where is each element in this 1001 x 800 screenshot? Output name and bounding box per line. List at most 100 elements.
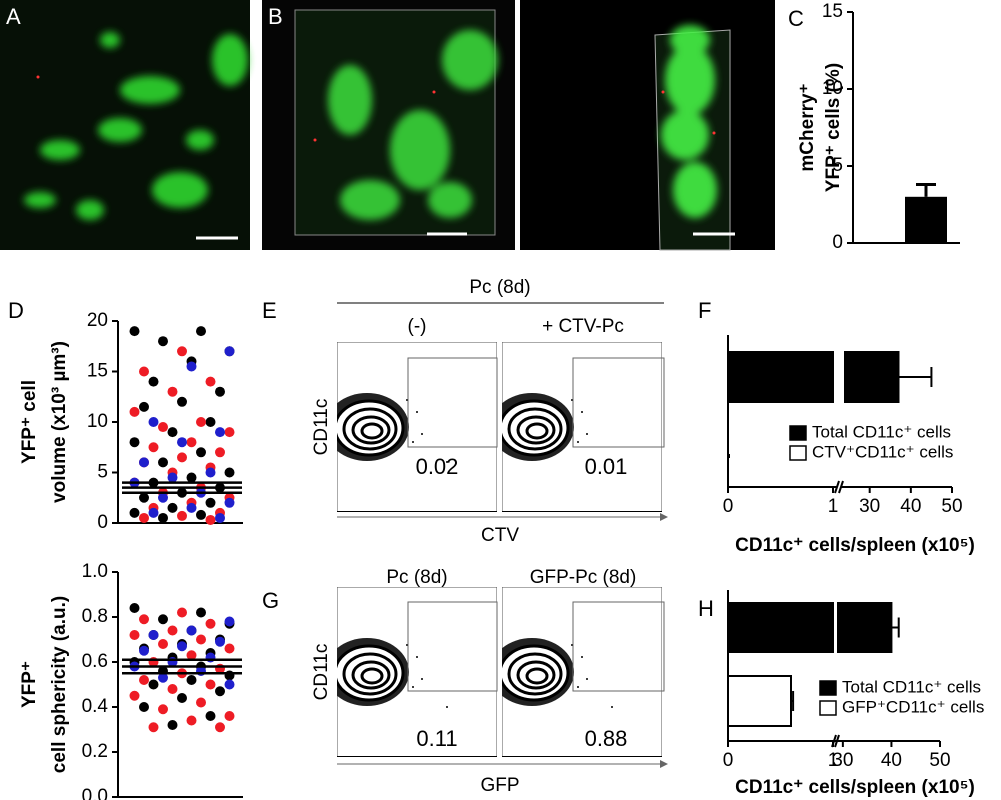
flow-header: Pc (8d) [469, 277, 530, 298]
x-tick-label: 50 [929, 750, 950, 771]
y-tick-label: 5 [832, 155, 843, 176]
dot [129, 507, 140, 518]
dot [186, 715, 197, 726]
dot [148, 507, 159, 518]
y-tick-label: 0.6 [82, 651, 108, 672]
dot [167, 502, 178, 513]
y-tick-label: 0.8 [82, 606, 108, 627]
dot [186, 650, 197, 661]
dot [129, 603, 140, 613]
flow-ylabel: CD11c [311, 399, 332, 456]
x-tick-label: 50 [941, 496, 962, 517]
bar [727, 675, 792, 727]
bar [837, 602, 893, 653]
y-tick-label: 0 [832, 232, 843, 253]
gate-value: 0.02 [416, 454, 459, 479]
y-axis-label: YFP⁺ [19, 661, 40, 708]
panel-label: D [8, 298, 24, 323]
legend-swatch [789, 445, 807, 461]
y-tick-label: 15 [822, 1, 843, 22]
panel-label: C [788, 6, 804, 31]
axis-break [838, 480, 844, 494]
y-tick-label: 0.2 [82, 741, 108, 762]
dot [129, 437, 140, 448]
dot [215, 686, 225, 697]
flow-xlabel: GFP [480, 775, 519, 796]
dot [186, 361, 197, 372]
dot [215, 386, 225, 397]
dot [196, 447, 206, 458]
panel-label: A [6, 4, 21, 29]
dot [139, 457, 149, 468]
x-tick-label: 40 [881, 750, 902, 771]
dot [129, 690, 140, 701]
y-tick-label: 1.0 [82, 561, 108, 582]
dot [139, 614, 149, 625]
dot [158, 672, 168, 683]
dot [139, 702, 149, 712]
dot [167, 684, 178, 694]
legend-swatch [789, 425, 807, 441]
y-tick-label: 15 [87, 361, 108, 382]
dot [215, 427, 225, 438]
x-tick-label: 0 [723, 496, 734, 517]
dot [177, 346, 187, 357]
dot [158, 457, 168, 468]
dot [177, 693, 187, 703]
panel-label: B [268, 4, 283, 29]
x-tick-label: 30 [832, 750, 853, 771]
dot [148, 376, 159, 387]
dot [167, 427, 178, 438]
dot [224, 467, 235, 478]
x-axis-label: CD11c⁺ cells/spleen (x10⁵) [735, 777, 975, 798]
dot [148, 417, 159, 427]
flow-title: (-) [408, 316, 427, 337]
dot [205, 514, 216, 525]
gate-value: 0.11 [416, 726, 457, 751]
y-tick-label: 10 [87, 411, 108, 432]
dot [158, 512, 168, 523]
dot [224, 427, 235, 438]
x-tick-label: 0 [723, 750, 734, 771]
dot [224, 679, 235, 690]
dot [177, 396, 187, 407]
dot [205, 618, 216, 629]
legend-label: CTV⁺CD11c⁺ cells [812, 442, 953, 461]
dot [148, 722, 159, 733]
flow-title: Pc (8d) [386, 567, 447, 588]
dot [177, 437, 187, 448]
dot [177, 510, 187, 521]
y-axis-label: cell sphericity (a.u.) [49, 596, 70, 773]
bar [727, 602, 834, 653]
dot [139, 675, 149, 685]
dot [186, 472, 197, 483]
dot [186, 625, 197, 636]
dot [167, 625, 178, 636]
dot [129, 630, 140, 640]
y-axis-label: YFP⁺ cells (%) [823, 63, 844, 192]
dot [196, 634, 206, 645]
y-tick-label: 0.0 [82, 786, 108, 800]
dot [186, 502, 197, 513]
bar [727, 351, 834, 403]
panel-label: E [262, 298, 277, 323]
dot [224, 643, 235, 654]
dot [167, 386, 178, 397]
dot [148, 442, 159, 453]
dot [167, 720, 178, 730]
flow-plots [325, 302, 668, 768]
dot [224, 616, 235, 627]
dot [158, 639, 168, 649]
dot [205, 467, 216, 478]
dot [215, 512, 225, 523]
dot [158, 422, 168, 433]
dot [139, 366, 149, 377]
dot [224, 711, 235, 721]
flow-title: + CTV-Pc [542, 316, 624, 337]
y-tick-label: 5 [97, 462, 108, 483]
dot [148, 679, 159, 690]
y-tick-label: 0.4 [82, 696, 109, 717]
dot [158, 614, 168, 625]
dot [139, 401, 149, 412]
dot [205, 679, 216, 690]
